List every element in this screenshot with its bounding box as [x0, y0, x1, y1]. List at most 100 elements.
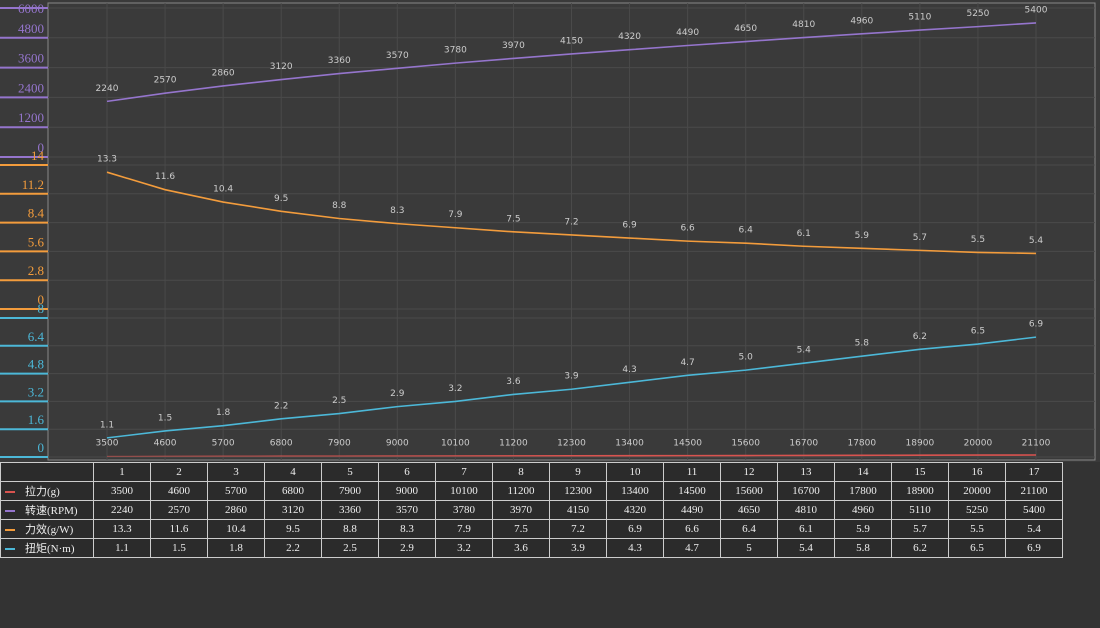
y-tick-label: 3600: [18, 51, 44, 66]
header-cell: 11: [663, 462, 721, 482]
chart: 3500 4600 5700 6800 7900 9000 10100 11200 12300 1…: [0, 0, 1096, 461]
value-cell: 15600: [720, 481, 778, 501]
data-label: 2.9: [390, 389, 405, 399]
value-cell: 7.5: [492, 519, 550, 539]
data-label: 4490: [676, 28, 699, 38]
data-label: 3.6: [506, 377, 521, 387]
data-label: 3.2: [448, 384, 462, 394]
y-tick-label: 11.2: [22, 177, 44, 192]
value-cell: 3970: [492, 500, 550, 520]
value-cell: 5110: [891, 500, 949, 520]
y-tick-label: 6.4: [28, 329, 45, 344]
data-label: 7.9: [448, 210, 463, 220]
value-cell: 20000: [948, 481, 1006, 501]
data-label: 6.9: [622, 221, 637, 231]
data-label: 1.5: [158, 413, 172, 423]
legend-swatch: [5, 548, 15, 551]
value-cell: 5.7: [891, 519, 949, 539]
data-label: 7.5: [506, 214, 520, 224]
legend-swatch: [5, 491, 15, 494]
data-label: 5110: [908, 13, 931, 23]
value-cell: 13.3: [93, 519, 151, 539]
data-label: 1.8: [216, 408, 231, 418]
value-cell: 5700: [207, 481, 265, 501]
series-line: [106, 22, 1037, 103]
header-cell: 10: [606, 462, 664, 482]
legend-cell: 拉力(g): [0, 481, 94, 501]
y-tick-label: 3.2: [28, 384, 44, 399]
header-cell: 1: [93, 462, 151, 482]
data-label: 4.7: [680, 358, 694, 368]
data-label: 3360: [328, 56, 351, 66]
value-cell: 16700: [777, 481, 835, 501]
value-cell: 6800: [264, 481, 322, 501]
y-tick-label: 4800: [18, 21, 44, 36]
data-label: 1.1: [100, 420, 114, 430]
data-label: 7900: [328, 439, 351, 449]
series-line: [106, 454, 1037, 458]
data-label: 8.3: [390, 206, 404, 216]
series-row: 力效(g/W) 13.3 11.6 10.4 9.5 8.8 8.3 7.9 7.5 7.2 6.9…: [0, 519, 1063, 539]
value-cell: 2570: [150, 500, 208, 520]
y-tick-label: 2.8: [28, 263, 44, 278]
y-tick-label: 6000: [18, 1, 44, 16]
data-label: 21100: [1022, 439, 1051, 449]
value-cell: 9.5: [264, 519, 322, 539]
value-cell: 8.3: [378, 519, 436, 539]
data-label: 6800: [270, 439, 293, 449]
data-label: 6.2: [913, 332, 927, 342]
value-cell: 3500: [93, 481, 151, 501]
value-cell: 5: [720, 538, 778, 558]
legend-swatch: [5, 529, 15, 532]
series-line: [106, 171, 1037, 255]
header-cell: 13: [777, 462, 835, 482]
value-cell: 8.8: [321, 519, 379, 539]
data-label: 15600: [731, 439, 760, 449]
header-cell: 2: [150, 462, 208, 482]
value-cell: 10.4: [207, 519, 265, 539]
y-tick-label: 0: [38, 140, 45, 155]
y-tick-label: 14: [31, 148, 45, 163]
value-cell: 7900: [321, 481, 379, 501]
value-cell: 14500: [663, 481, 721, 501]
data-label: 2860: [212, 68, 235, 78]
data-label: 3970: [502, 41, 525, 51]
y-tick-label: 0: [38, 292, 45, 307]
y-tick-label: 8.4: [28, 206, 45, 221]
value-cell: 3120: [264, 500, 322, 520]
header-cell: 14: [834, 462, 892, 482]
data-label: 5.0: [739, 353, 754, 363]
value-cell: 17800: [834, 481, 892, 501]
data-label: 7.2: [564, 217, 578, 227]
header-cell: 9: [549, 462, 607, 482]
legend-label: 力效(g/W): [25, 524, 74, 536]
series-line: [106, 336, 1037, 439]
series-row: 转速(RPM) 2240 2570 2860 3120 3360 3570 3780 3970 4…: [0, 500, 1063, 520]
data-label: 4650: [734, 24, 757, 34]
value-cell: 6.9: [1005, 538, 1063, 558]
value-cell: 6.6: [663, 519, 721, 539]
value-cell: 4.7: [663, 538, 721, 558]
value-cell: 7.9: [435, 519, 493, 539]
data-label: 2570: [154, 76, 177, 86]
data-label: 5700: [212, 439, 235, 449]
data-label: 5.9: [855, 231, 870, 241]
data-label: 2.2: [274, 401, 288, 411]
value-cell: 4490: [663, 500, 721, 520]
data-label: 11200: [499, 439, 528, 449]
data-label: 4600: [154, 439, 177, 449]
value-cell: 2860: [207, 500, 265, 520]
legend-swatch: [5, 510, 15, 513]
data-label: 6.9: [1029, 320, 1044, 330]
value-cell: 4320: [606, 500, 664, 520]
y-tick-label: 4.8: [28, 357, 44, 372]
data-label: 6.1: [797, 229, 811, 239]
y-tick-label: 1.6: [28, 412, 45, 427]
data-label: 9000: [386, 439, 409, 449]
header-cell: 3: [207, 462, 265, 482]
data-label: 14500: [673, 439, 702, 449]
value-cell: 6.9: [606, 519, 664, 539]
value-cell: 6.4: [720, 519, 778, 539]
value-cell: 11.6: [150, 519, 208, 539]
